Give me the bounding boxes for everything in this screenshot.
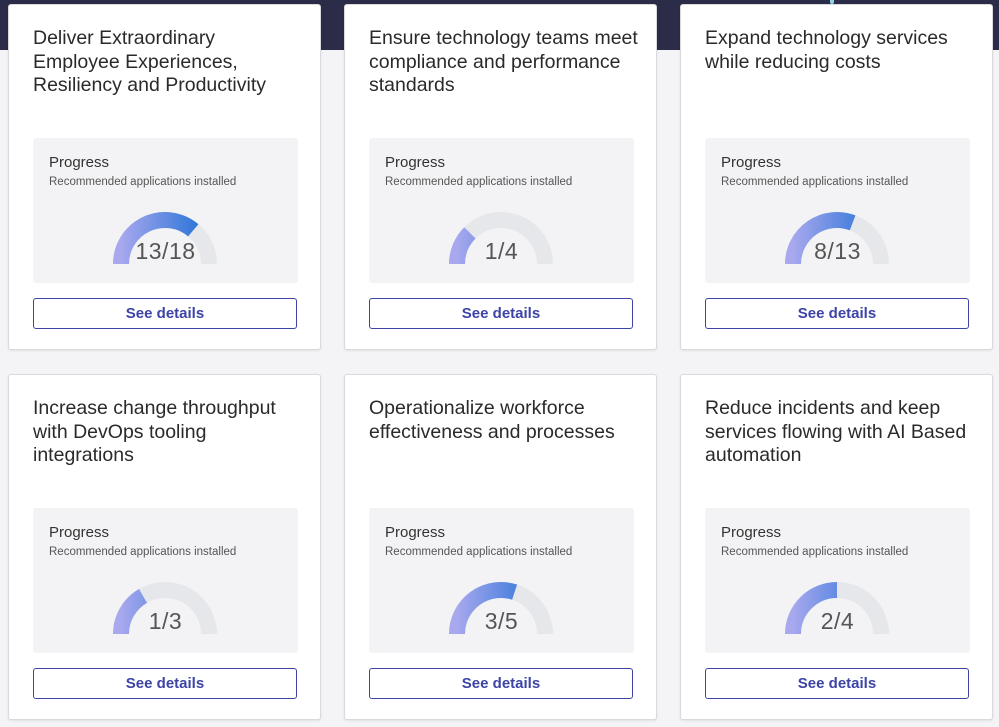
progress-label: Progress xyxy=(49,524,110,541)
progress-gauge xyxy=(785,212,889,265)
progress-value: 13/18 xyxy=(135,238,196,264)
goal-title: Operationalize workforce effectiveness a… xyxy=(369,397,615,443)
progress-value: 1/4 xyxy=(484,238,519,264)
progress-gauge xyxy=(449,582,553,635)
goal-title: Reduce incidents and keep services flowi… xyxy=(705,397,967,466)
see-details-button[interactable]: See details xyxy=(369,668,633,699)
progress-label: Progress xyxy=(385,154,446,171)
goal-title: Deliver Extraordinary Employee Experienc… xyxy=(33,27,267,96)
goal-card: Expand technology services while reducin… xyxy=(680,4,993,350)
progress-label: Progress xyxy=(721,154,782,171)
see-details-button[interactable]: See details xyxy=(705,298,969,329)
progress-label: Progress xyxy=(49,154,110,171)
goal-card: Operationalize workforce effectiveness a… xyxy=(344,374,657,720)
progress-gauge xyxy=(449,212,553,265)
goal-card: Increase change throughput with DevOps t… xyxy=(8,374,321,720)
progress-value: 1/3 xyxy=(148,608,183,634)
progress-gauge xyxy=(785,582,889,635)
gauge-fill xyxy=(113,212,199,265)
progress-subtitle: Recommended applications installed xyxy=(49,176,237,188)
progress-value: 8/13 xyxy=(814,238,861,264)
goal-title: Expand technology services while reducin… xyxy=(705,27,948,73)
progress-value: 2/4 xyxy=(820,608,855,634)
progress-panel: Progress Recommended applications instal… xyxy=(369,138,634,283)
gauge-fill xyxy=(449,582,518,635)
progress-label: Progress xyxy=(385,524,446,541)
progress-gauge xyxy=(113,582,217,635)
see-details-button[interactable]: See details xyxy=(33,298,297,329)
progress-label: Progress xyxy=(721,524,782,541)
progress-subtitle: Recommended applications installed xyxy=(385,546,573,558)
progress-subtitle: Recommended applications installed xyxy=(49,546,237,558)
progress-panel: Progress Recommended applications instal… xyxy=(705,508,970,653)
goal-card: Deliver Extraordinary Employee Experienc… xyxy=(8,4,321,350)
progress-subtitle: Recommended applications installed xyxy=(385,176,573,188)
banner-indicator xyxy=(830,0,834,4)
progress-subtitle: Recommended applications installed xyxy=(721,546,909,558)
goal-title: Ensure technology teams meet compliance … xyxy=(369,27,638,96)
goal-card: Reduce incidents and keep services flowi… xyxy=(680,374,993,720)
progress-panel: Progress Recommended applications instal… xyxy=(33,138,298,283)
see-details-button[interactable]: See details xyxy=(705,668,969,699)
progress-panel: Progress Recommended applications instal… xyxy=(369,508,634,653)
gauge-fill xyxy=(785,582,838,635)
see-details-button[interactable]: See details xyxy=(33,668,297,699)
progress-value: 3/5 xyxy=(484,608,519,634)
progress-panel: Progress Recommended applications instal… xyxy=(33,508,298,653)
see-details-button[interactable]: See details xyxy=(369,298,633,329)
gauge-fill xyxy=(113,588,148,635)
goals-grid: Deliver Extraordinary Employee Experienc… xyxy=(8,4,993,720)
progress-subtitle: Recommended applications installed xyxy=(721,176,909,188)
gauge-fill xyxy=(785,212,856,265)
goal-card: Ensure technology teams meet compliance … xyxy=(344,4,657,350)
gauge-fill xyxy=(449,227,476,265)
goal-title: Increase change throughput with DevOps t… xyxy=(33,397,276,466)
progress-panel: Progress Recommended applications instal… xyxy=(705,138,970,283)
progress-gauge xyxy=(113,212,217,265)
